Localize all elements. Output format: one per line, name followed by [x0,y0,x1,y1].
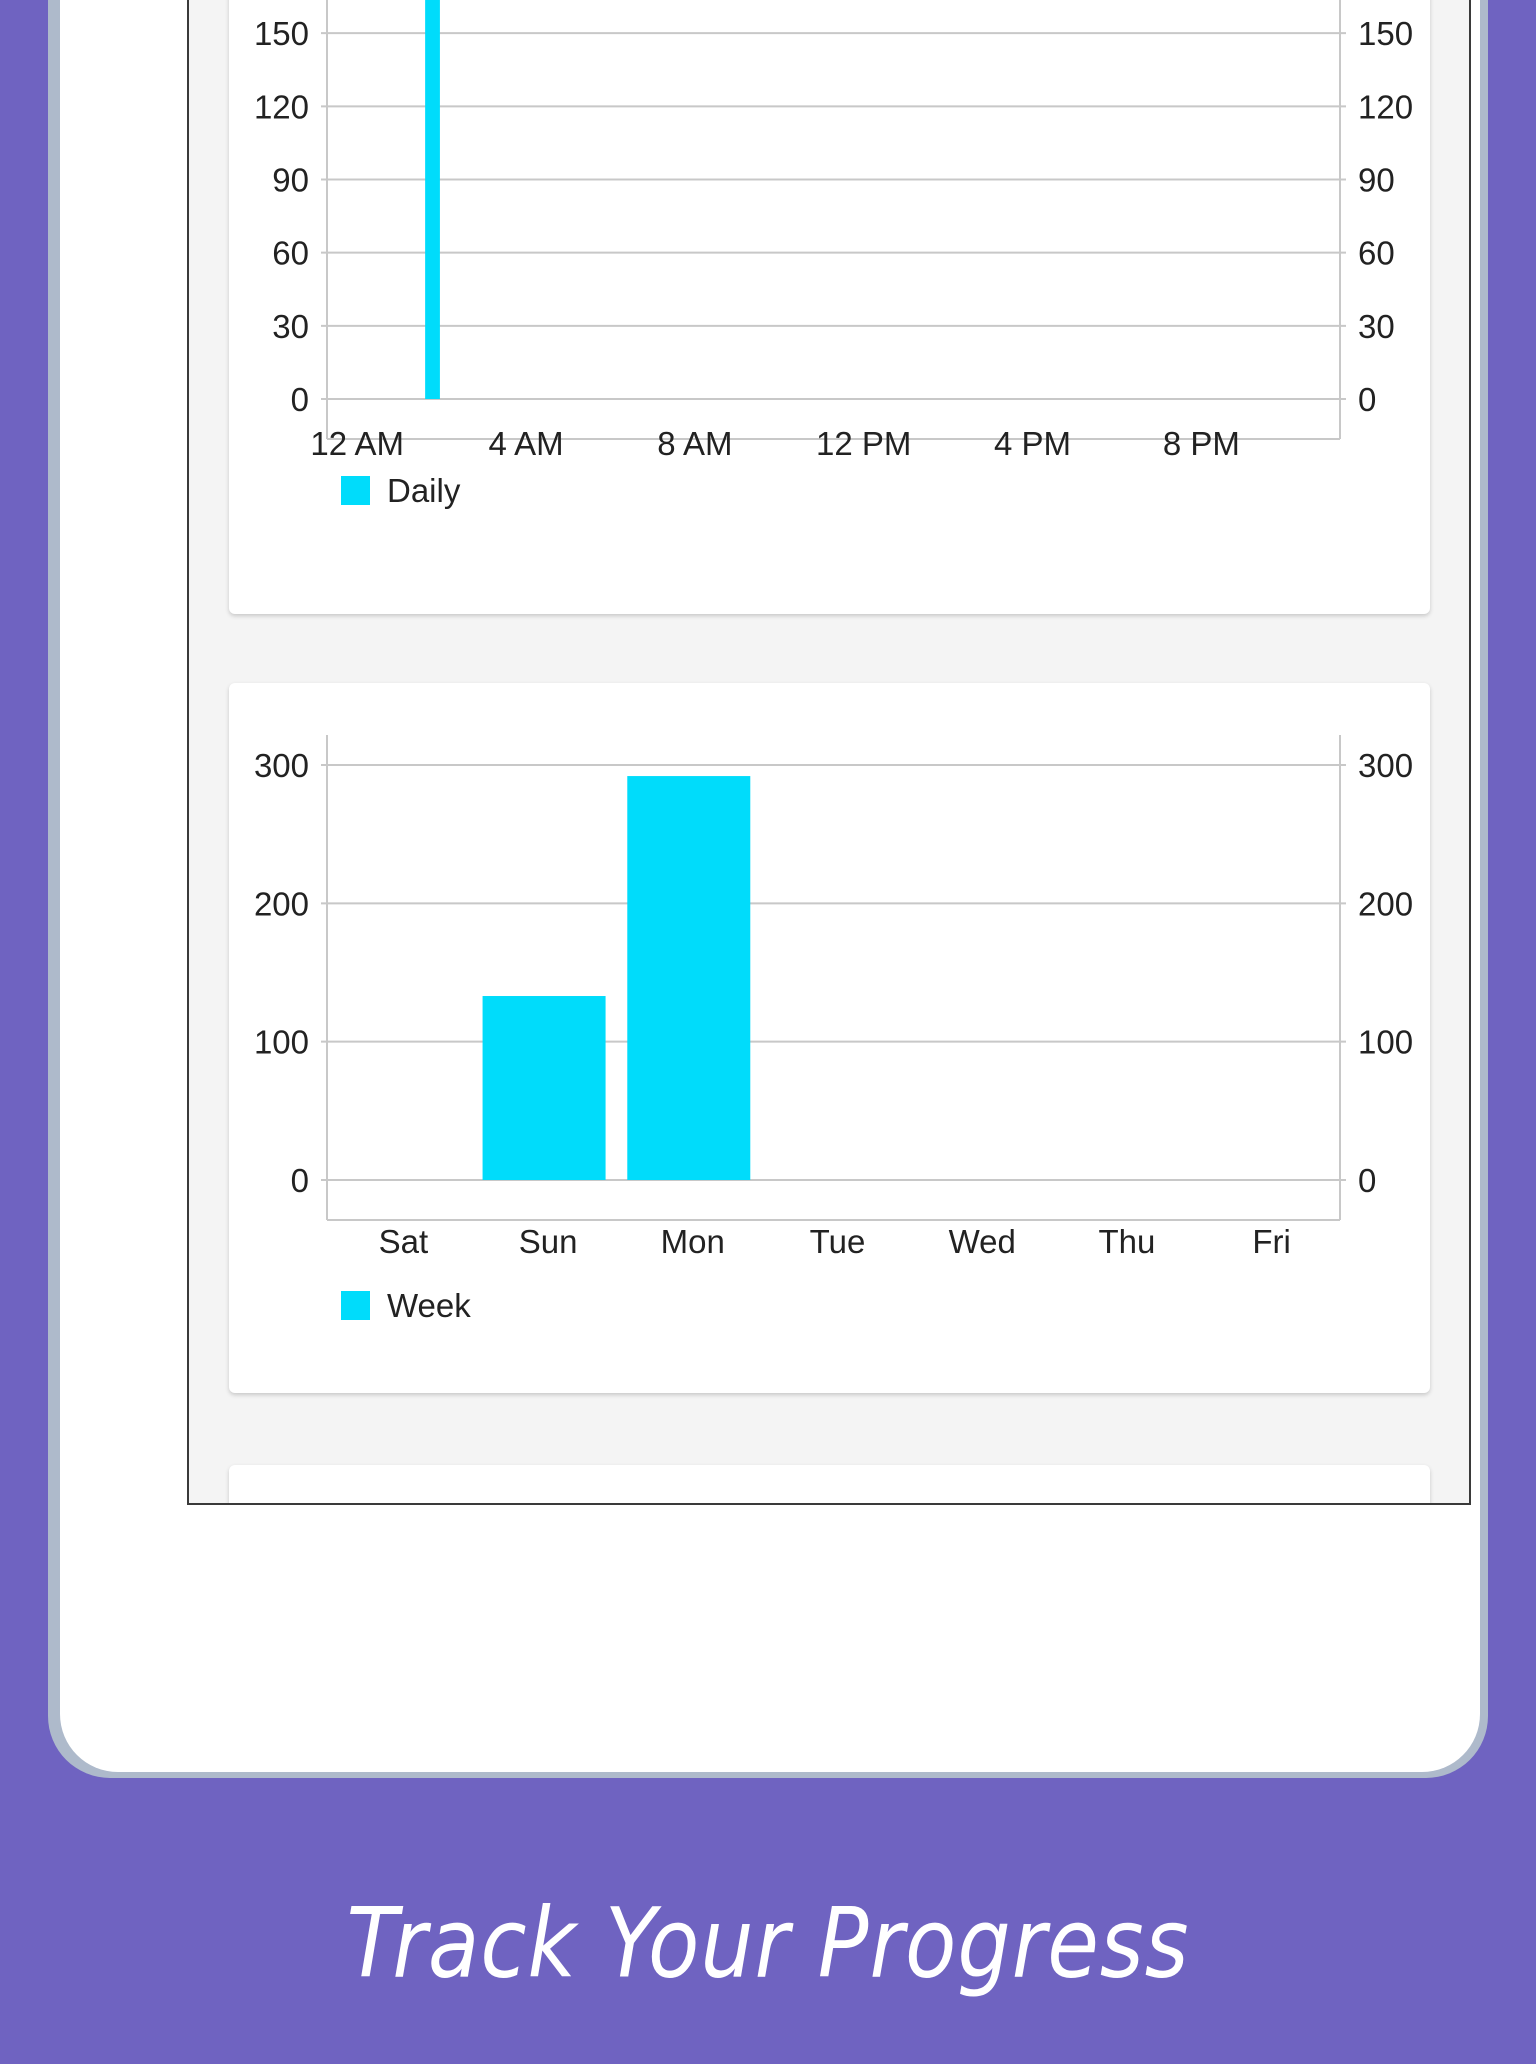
footer-title: Track Your Progress [346,1886,1190,2000]
x-tick-label: 4 AM [488,425,563,462]
y-tick-label-right: 30 [1358,308,1395,345]
legend-swatch [341,476,370,505]
y-tick-label-right: 300 [1358,747,1413,784]
legend-swatch [341,1291,370,1320]
y-tick-label-right: 0 [1358,381,1376,418]
x-tick-label: Mon [661,1223,725,1260]
x-tick-label: 12 AM [310,425,404,462]
y-tick-label-right: 100 [1358,1024,1413,1061]
week-chart-card: 0 0 100 100 200 200 300 300 Sat Sun Mon Tue Wed Thu Fr… [229,683,1430,1393]
x-tick-label: 12 PM [816,425,911,462]
week-bar-chart: 0 0 100 100 200 200 300 300 Sat Sun Mon Tue Wed Thu Fr… [254,735,1413,1324]
bar-sun [482,996,606,1180]
x-tick-label: Tue [810,1223,866,1260]
x-tick-label: 4 PM [994,425,1071,462]
y-tick-label-left: 30 [272,308,309,345]
bar-mon [627,776,751,1180]
daily-bar-chart: 0030306060909012012015015018018012 AM4 A… [254,0,1413,509]
y-tick-label-left: 120 [254,88,309,125]
y-tick-label-left: 100 [254,1024,309,1061]
next-chart-card [229,1465,1430,1503]
x-tick-label: 8 AM [657,425,732,462]
y-tick-label-right: 0 [1358,1162,1376,1199]
x-tick-label: Thu [1098,1223,1155,1260]
y-tick-label-left: 0 [291,381,309,418]
device-screen-bezel: 0030306060909012012015015018018012 AM4 A… [60,0,1480,1772]
y-tick-label-left: 60 [272,235,309,272]
y-tick-label-left: 150 [254,15,309,52]
y-tick-label-left: 0 [291,1162,309,1199]
x-tick-label: 8 PM [1163,425,1240,462]
y-tick-label-left: 300 [254,747,309,784]
y-tick-label-right: 150 [1358,15,1413,52]
legend-label: Daily [387,472,461,509]
y-tick-label-right: 200 [1358,885,1413,922]
y-tick-label-right: 90 [1358,162,1395,199]
legend-label: Week [387,1287,471,1324]
daily-chart-card: 0030306060909012012015015018018012 AM4 A… [229,0,1430,614]
x-tick-label: Wed [949,1223,1016,1260]
y-tick-label-right: 60 [1358,235,1395,272]
y-tick-label-left: 200 [254,885,309,922]
app-screen[interactable]: 0030306060909012012015015018018012 AM4 A… [187,0,1471,1505]
x-tick-label: Sun [519,1223,578,1260]
bar-2-am [425,0,440,400]
x-tick-label: Sat [379,1223,429,1260]
x-tick-label: Fri [1252,1223,1290,1260]
y-tick-label-left: 90 [272,162,309,199]
y-tick-label-right: 120 [1358,88,1413,125]
